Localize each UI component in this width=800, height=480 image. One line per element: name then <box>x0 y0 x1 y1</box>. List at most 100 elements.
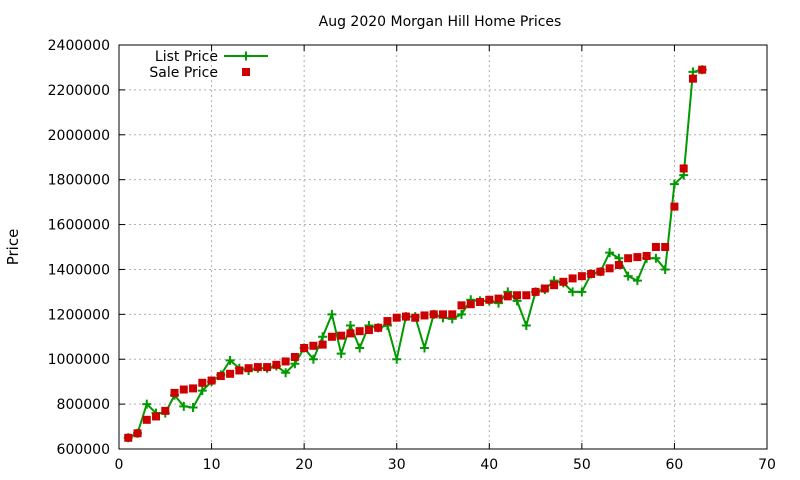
data-point <box>448 310 457 319</box>
data-point <box>170 388 179 397</box>
data-point <box>623 271 633 281</box>
data-point <box>300 344 309 352</box>
data-point <box>197 386 207 396</box>
x-tick-label: 40 <box>480 457 498 473</box>
data-point <box>568 274 577 283</box>
data-point <box>355 343 365 353</box>
data-point <box>272 360 281 369</box>
data-point <box>263 363 272 372</box>
data-point <box>327 332 336 341</box>
y-tick-label: 1600000 <box>48 218 110 234</box>
data-point <box>419 343 429 353</box>
data-point <box>336 349 346 359</box>
data-point <box>688 74 697 83</box>
x-tick-label: 20 <box>295 457 313 473</box>
legend-label-sale-price: Sale Price <box>149 65 218 81</box>
data-point <box>281 357 290 366</box>
data-point <box>309 341 318 350</box>
y-tick-label: 1000000 <box>48 352 110 368</box>
legend-marker-sale-price <box>242 68 250 76</box>
data-point <box>642 251 651 260</box>
data-point <box>374 323 383 332</box>
data-point <box>494 294 503 303</box>
y-tick-label: 1200000 <box>48 307 110 323</box>
data-point <box>439 310 447 319</box>
data-point <box>577 272 586 281</box>
data-point <box>179 385 188 394</box>
data-point <box>457 309 467 319</box>
axis-ticks: 0 10 20 30 40 50 60 70 600000 800000 1000000 120000… <box>48 38 776 473</box>
series-layer <box>123 65 707 443</box>
data-point <box>660 264 670 274</box>
data-point <box>429 310 438 319</box>
data-point <box>225 355 235 365</box>
data-point <box>318 340 327 349</box>
y-tick-label: 800000 <box>57 397 110 413</box>
data-point <box>392 354 402 364</box>
data-point <box>244 364 253 373</box>
data-point <box>698 65 707 74</box>
data-point <box>513 291 522 300</box>
data-point <box>364 326 373 335</box>
data-point <box>669 179 679 189</box>
legend-label-list-price: List Price <box>155 49 218 65</box>
y-tick-label: 2400000 <box>48 38 110 54</box>
data-point <box>207 376 216 385</box>
x-tick-label: 0 <box>115 457 124 473</box>
data-point <box>401 312 410 321</box>
y-tick-label: 1800000 <box>48 173 110 189</box>
data-point <box>355 327 364 336</box>
data-point <box>485 295 494 304</box>
data-point <box>624 254 633 263</box>
data-point <box>568 287 578 297</box>
data-point <box>179 401 189 411</box>
data-point <box>124 433 133 442</box>
x-tick-label: 30 <box>388 457 406 473</box>
data-point <box>318 332 328 342</box>
chart-title: Aug 2020 Morgan Hill Home Prices <box>319 14 562 30</box>
data-point <box>327 309 337 319</box>
data-point <box>457 301 466 310</box>
data-point <box>550 281 559 290</box>
data-point <box>281 368 291 378</box>
data-point <box>466 300 475 309</box>
data-point <box>152 412 161 421</box>
data-point <box>216 372 225 381</box>
data-point <box>633 253 642 262</box>
x-tick-label: 60 <box>666 457 684 473</box>
data-point <box>189 384 198 393</box>
data-point <box>651 243 660 251</box>
data-point <box>521 321 531 331</box>
data-point <box>614 260 623 269</box>
data-point <box>290 352 299 361</box>
data-point <box>651 253 661 263</box>
data-point <box>522 291 531 300</box>
data-point <box>253 363 262 372</box>
data-point <box>596 267 605 276</box>
data-point <box>188 402 198 412</box>
data-point <box>577 287 587 297</box>
legend: List Price Sale Price <box>149 49 268 81</box>
legend-marker-list-price <box>241 51 251 61</box>
data-point <box>337 331 346 340</box>
data-point <box>503 292 512 301</box>
data-point <box>670 202 679 211</box>
data-point <box>679 164 688 173</box>
series-sale-price <box>124 65 707 442</box>
data-point <box>383 317 392 326</box>
data-point <box>161 406 170 415</box>
data-point <box>411 313 420 322</box>
data-point <box>235 366 244 375</box>
data-point <box>661 243 670 251</box>
x-tick-label: 50 <box>573 457 591 473</box>
data-point <box>476 297 485 306</box>
plot-frame <box>118 44 768 450</box>
data-point <box>226 369 235 378</box>
grid-lines <box>119 45 767 449</box>
y-tick-label: 2000000 <box>48 128 110 144</box>
y-tick-label: 1400000 <box>48 262 110 278</box>
x-tick-label: 10 <box>203 457 221 473</box>
data-point <box>531 287 540 296</box>
y-tick-label: 600000 <box>57 442 110 458</box>
